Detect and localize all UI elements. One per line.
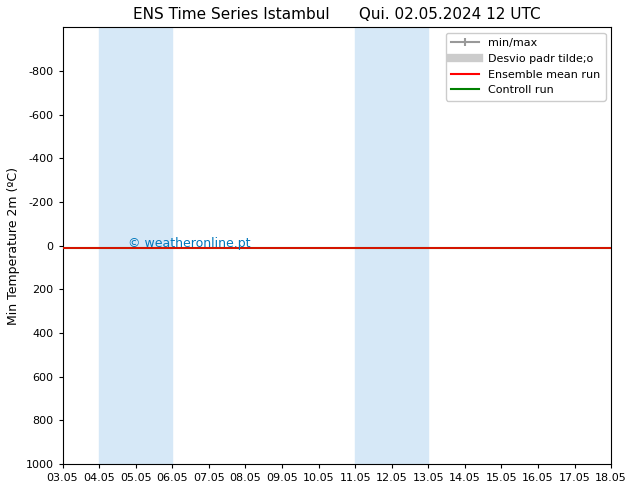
Bar: [99, 27, 172, 464]
Legend: min/max, Desvio padr tilde;o, Ensemble mean run, Controll run: min/max, Desvio padr tilde;o, Ensemble m…: [446, 33, 605, 100]
Bar: [355, 27, 429, 464]
Title: ENS Time Series Istambul      Qui. 02.05.2024 12 UTC: ENS Time Series Istambul Qui. 02.05.2024…: [133, 7, 541, 22]
Y-axis label: Min Temperature 2m (ºC): Min Temperature 2m (ºC): [7, 167, 20, 325]
Text: © weatheronline.pt: © weatheronline.pt: [128, 237, 251, 250]
